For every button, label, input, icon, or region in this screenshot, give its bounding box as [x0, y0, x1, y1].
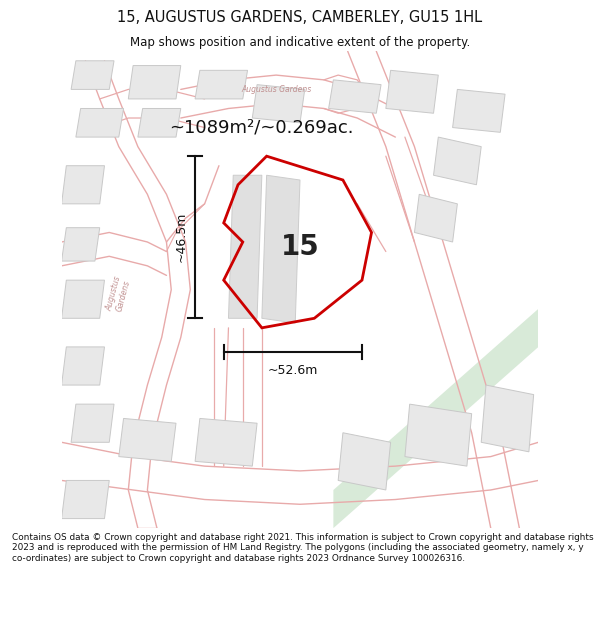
Polygon shape — [415, 194, 457, 242]
Polygon shape — [405, 404, 472, 466]
Polygon shape — [62, 166, 104, 204]
Polygon shape — [195, 419, 257, 466]
Polygon shape — [128, 66, 181, 99]
Polygon shape — [62, 280, 104, 318]
Text: ~1089m²/~0.269ac.: ~1089m²/~0.269ac. — [170, 119, 354, 136]
Text: Contains OS data © Crown copyright and database right 2021. This information is : Contains OS data © Crown copyright and d… — [12, 533, 593, 563]
Polygon shape — [138, 109, 181, 137]
Text: 15, AUGUSTUS GARDENS, CAMBERLEY, GU15 1HL: 15, AUGUSTUS GARDENS, CAMBERLEY, GU15 1H… — [118, 11, 482, 26]
Polygon shape — [481, 385, 533, 452]
Polygon shape — [71, 61, 114, 89]
Polygon shape — [229, 175, 262, 318]
Polygon shape — [338, 432, 391, 490]
Polygon shape — [329, 80, 381, 113]
Text: ~46.5m: ~46.5m — [175, 212, 188, 262]
Polygon shape — [195, 71, 248, 99]
Polygon shape — [62, 347, 104, 385]
Polygon shape — [452, 89, 505, 132]
Text: Augustus Gardens: Augustus Gardens — [241, 85, 311, 94]
Text: 15: 15 — [281, 232, 319, 261]
Polygon shape — [262, 175, 300, 323]
Polygon shape — [334, 309, 538, 528]
Polygon shape — [434, 137, 481, 185]
Polygon shape — [71, 404, 114, 442]
Polygon shape — [119, 419, 176, 461]
Polygon shape — [62, 481, 109, 519]
Polygon shape — [76, 109, 124, 137]
Polygon shape — [386, 71, 438, 113]
Text: ~52.6m: ~52.6m — [268, 364, 318, 377]
Polygon shape — [62, 228, 100, 261]
Text: Augustus
Gardens: Augustus Gardens — [105, 274, 133, 314]
Text: Map shows position and indicative extent of the property.: Map shows position and indicative extent… — [130, 36, 470, 49]
Polygon shape — [253, 84, 305, 122]
